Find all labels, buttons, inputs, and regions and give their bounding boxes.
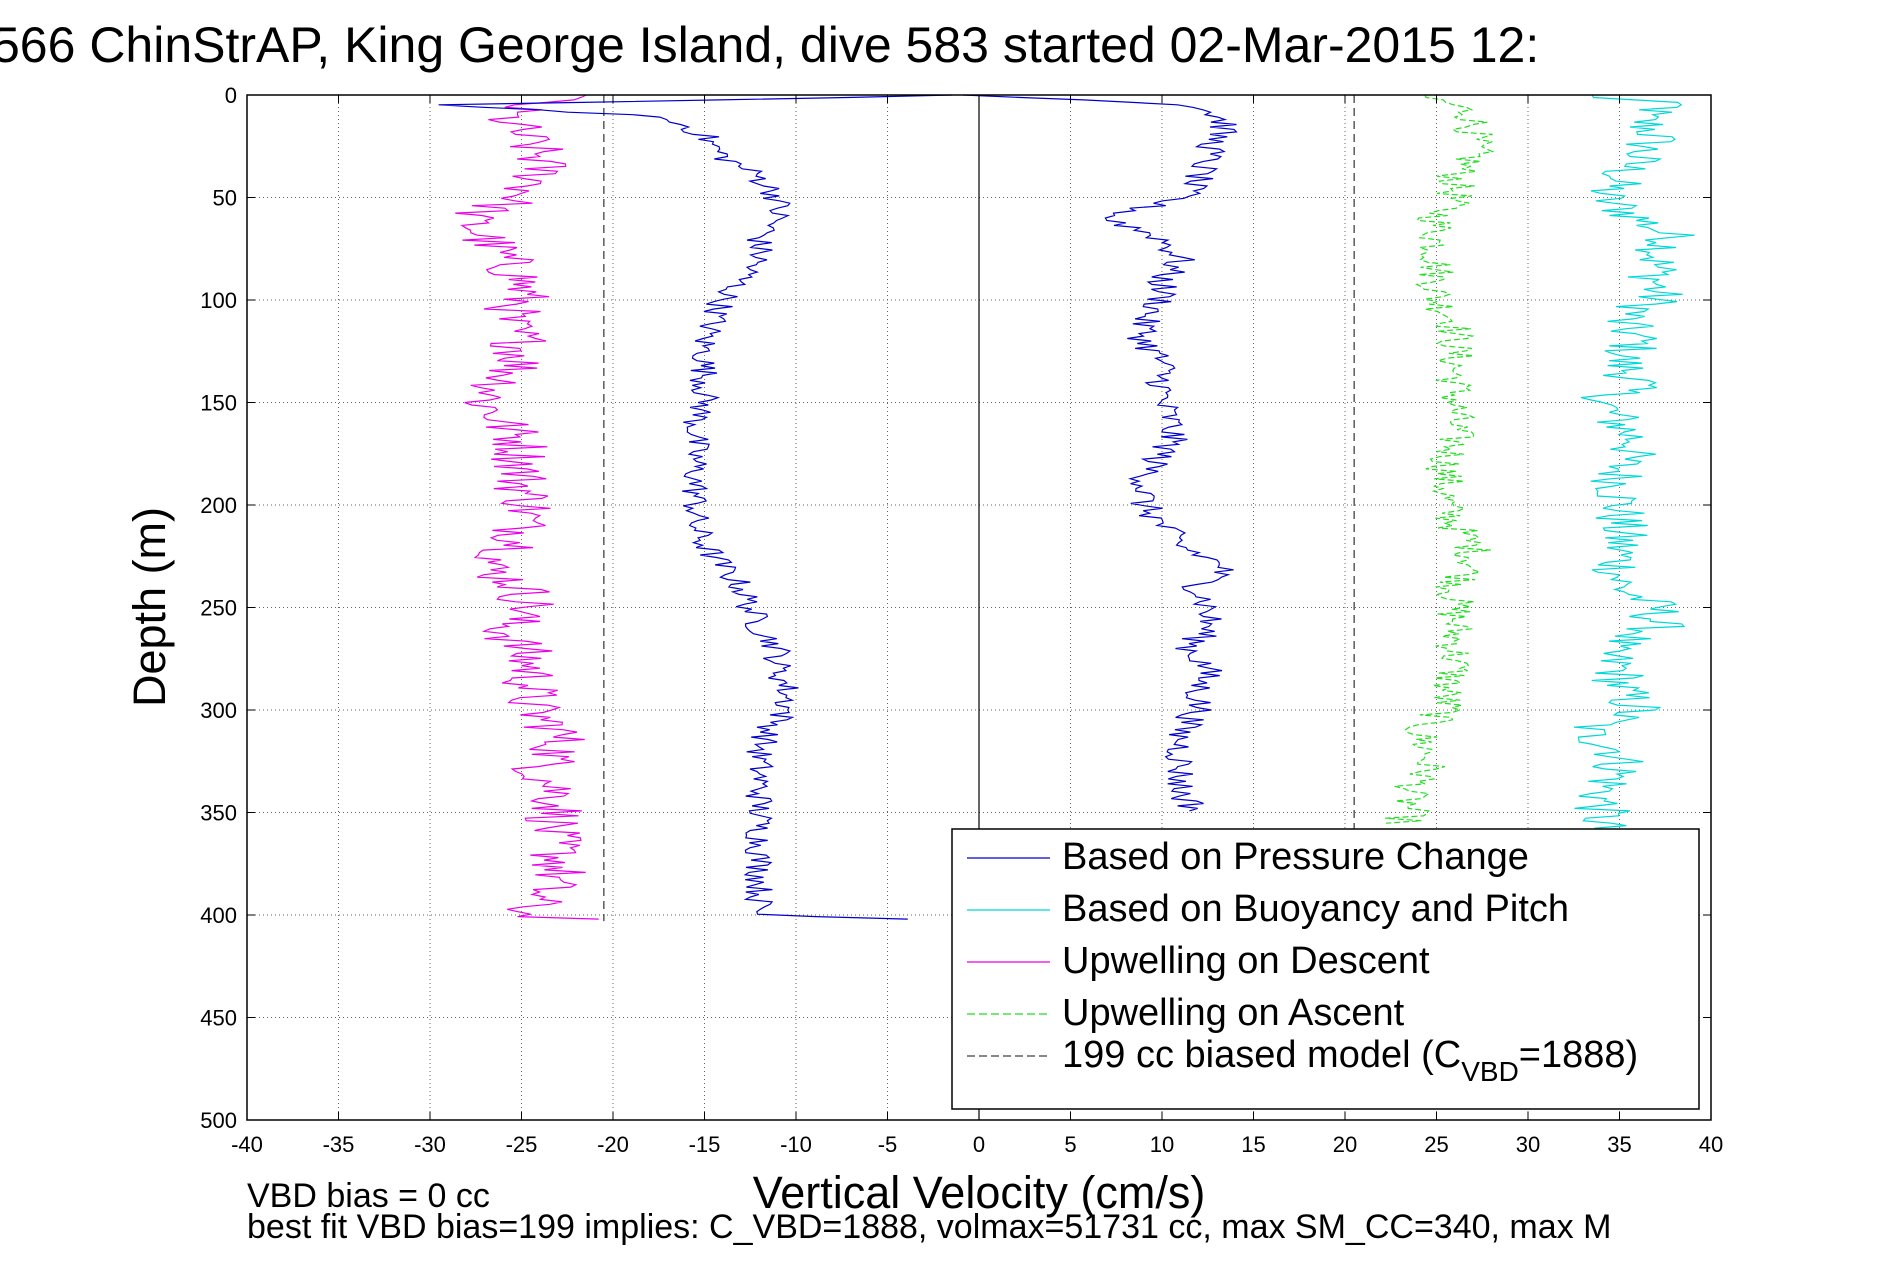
series-pressure-ascent-line <box>962 94 1238 812</box>
series-upwelling-ascent-line <box>1385 94 1495 824</box>
y-tick-label: 200 <box>200 493 237 518</box>
x-tick-label: 5 <box>1064 1132 1076 1157</box>
series-upwelling-descent-line <box>455 94 599 920</box>
y-tick-label: 350 <box>200 801 237 826</box>
legend-label: Upwelling on Ascent <box>1062 992 1405 1034</box>
series-layer <box>438 94 1695 922</box>
x-tick-label: 25 <box>1424 1132 1448 1157</box>
series-buoyancy-pitch-line <box>1573 94 1695 834</box>
x-tick-label: 35 <box>1607 1132 1631 1157</box>
x-tick-label: 15 <box>1241 1132 1265 1157</box>
legend-label: 199 cc biased model (CVBD=1888) <box>1062 1034 1638 1087</box>
y-tick-label: 250 <box>200 596 237 621</box>
x-tick-label: -15 <box>689 1132 721 1157</box>
y-tick-label: 500 <box>200 1108 237 1133</box>
y-axis-label: Depth (m) <box>124 507 175 707</box>
x-tick-label: 10 <box>1150 1132 1174 1157</box>
x-tick-label: -30 <box>414 1132 446 1157</box>
legend: Based on Pressure Change Based on Buoyanc… <box>951 828 1700 1110</box>
y-tick-label: 400 <box>200 903 237 928</box>
x-tick-label: 40 <box>1699 1132 1723 1157</box>
x-tick-label: -35 <box>323 1132 355 1157</box>
y-tick-label: 0 <box>225 83 237 108</box>
x-tick-label: -40 <box>231 1132 263 1157</box>
y-tick-label: 300 <box>200 698 237 723</box>
series-pressure-descent-line <box>438 94 953 920</box>
x-tick-label: 20 <box>1333 1132 1357 1157</box>
x-tick-label: 30 <box>1516 1132 1540 1157</box>
legend-box <box>951 828 1700 1110</box>
x-tick-label: -25 <box>506 1132 538 1157</box>
legend-label: Based on Buoyancy and Pitch <box>1062 888 1569 930</box>
x-tick-label: 0 <box>973 1132 985 1157</box>
x-tick-label: -20 <box>597 1132 629 1157</box>
legend-label: Upwelling on Descent <box>1062 940 1430 982</box>
y-tick-label: 50 <box>213 186 237 211</box>
y-tick-label: 150 <box>200 391 237 416</box>
chart-title: 566 ChinStrAP, King George Island, dive … <box>0 17 1539 73</box>
y-tick-label: 450 <box>200 1006 237 1031</box>
footer-line-1: VBD bias = 0 cc <box>247 1177 490 1215</box>
x-tick-label: -5 <box>878 1132 898 1157</box>
footer-line-2: best fit VBD bias=199 implies: C_VBD=188… <box>247 1208 1611 1246</box>
x-axis-label: Vertical Velocity (cm/s) <box>753 1167 1206 1218</box>
x-tick-label: -10 <box>780 1132 812 1157</box>
x-axis-ticks: -40 -35 -30 -25 -20 -15 -10 -5 0 5 10 15 20 25 30 35 40 <box>231 95 1723 1157</box>
legend-label: Based on Pressure Change <box>1062 836 1529 878</box>
y-axis-ticks: 0 50 100 150 200 250 300 350 400 450 500 <box>200 83 1711 1133</box>
y-tick-label: 100 <box>200 288 237 313</box>
